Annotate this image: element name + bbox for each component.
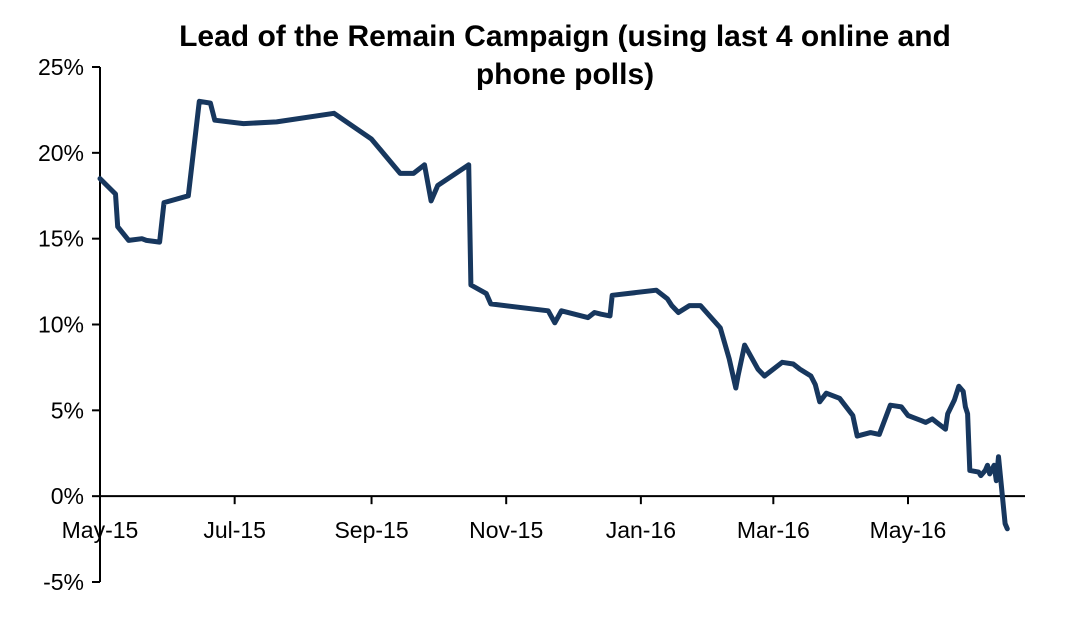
x-tick-label: Jul-15 [203, 517, 266, 543]
chart-title-line-2: phone polls) [475, 58, 655, 91]
y-tick-label: 20% [38, 140, 84, 166]
y-tick-label: 5% [51, 397, 84, 423]
series-line [97, 98, 1010, 532]
x-tick-label: Mar-16 [737, 517, 810, 543]
y-tick-label: 0% [51, 483, 84, 509]
x-tick-label: May-15 [62, 517, 139, 543]
y-tick-label: 25% [38, 54, 84, 80]
y-tick-label: -5% [43, 569, 84, 595]
y-tick-label: 15% [38, 226, 84, 252]
x-tick-label: Jan-16 [606, 517, 676, 543]
x-tick-label: Nov-15 [469, 517, 543, 543]
x-tick-label: May-16 [870, 517, 947, 543]
chart-title-line-1: Lead of the Remain Campaign (using last … [179, 20, 951, 53]
x-tick-label: Sep-15 [334, 517, 408, 543]
y-tick-label: 10% [38, 312, 84, 338]
